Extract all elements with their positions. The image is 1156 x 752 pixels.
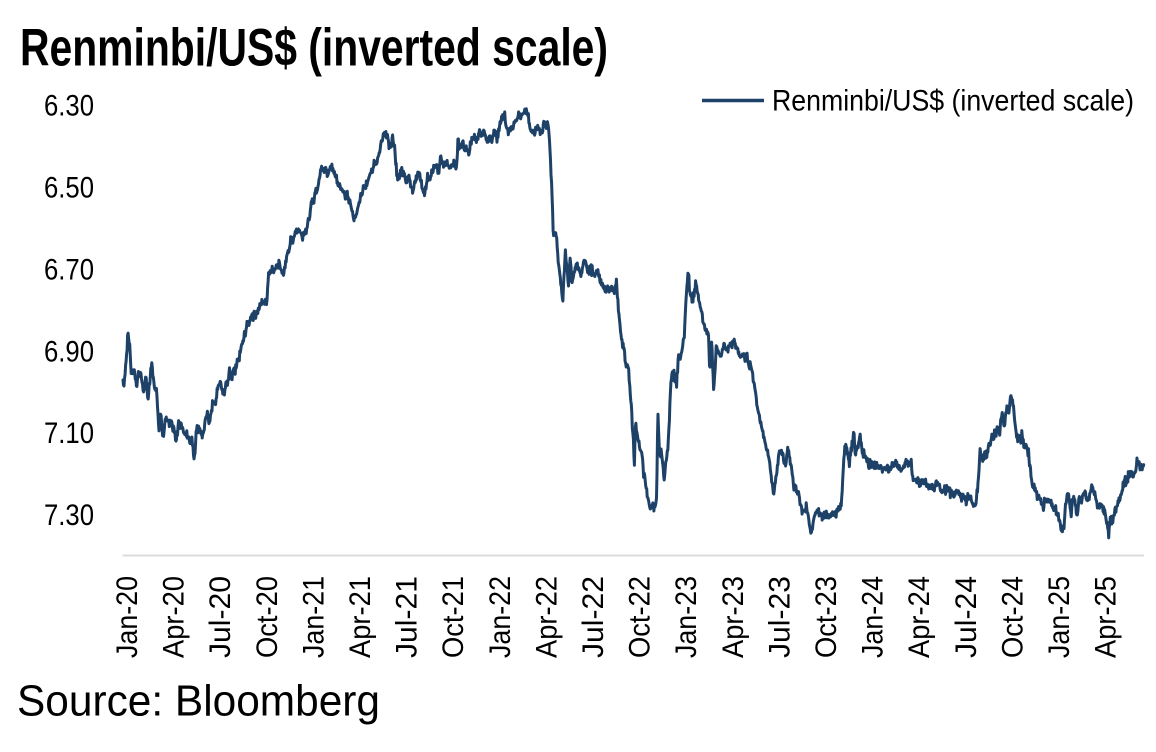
svg-text:Jul-23: Jul-23 <box>763 576 796 658</box>
svg-text:Oct-21: Oct-21 <box>437 576 470 658</box>
svg-text:Jul-20: Jul-20 <box>204 576 237 658</box>
svg-text:Jan-21: Jan-21 <box>297 576 330 658</box>
svg-text:Jan-25: Jan-25 <box>1043 576 1076 658</box>
svg-text:6.90: 6.90 <box>44 335 94 368</box>
svg-text:Jan-20: Jan-20 <box>111 576 144 658</box>
svg-text:Jul-24: Jul-24 <box>950 576 983 658</box>
svg-text:Apr-20: Apr-20 <box>158 576 191 658</box>
svg-text:Apr-24: Apr-24 <box>903 576 936 658</box>
svg-text:Oct-23: Oct-23 <box>810 576 843 658</box>
svg-text:Renminbi/US$ (inverted scale): Renminbi/US$ (inverted scale) <box>20 19 608 78</box>
svg-text:6.50: 6.50 <box>44 172 94 205</box>
svg-text:6.30: 6.30 <box>44 90 94 123</box>
svg-text:Jul-22: Jul-22 <box>577 576 610 658</box>
svg-text:Oct-24: Oct-24 <box>996 576 1029 658</box>
svg-text:Oct-22: Oct-22 <box>624 576 657 658</box>
svg-text:Apr-22: Apr-22 <box>530 576 563 658</box>
svg-text:6.70: 6.70 <box>44 254 94 287</box>
svg-text:7.30: 7.30 <box>44 499 94 532</box>
svg-text:Jan-23: Jan-23 <box>670 576 703 658</box>
svg-text:Jan-24: Jan-24 <box>857 576 890 658</box>
svg-text:Renminbi/US$ (inverted scale): Renminbi/US$ (inverted scale) <box>772 84 1134 117</box>
svg-text:Jan-22: Jan-22 <box>484 576 517 658</box>
svg-text:Apr-21: Apr-21 <box>344 576 377 658</box>
svg-text:Jul-21: Jul-21 <box>391 576 424 658</box>
svg-text:Apr-25: Apr-25 <box>1090 576 1123 658</box>
svg-text:Apr-23: Apr-23 <box>717 576 750 658</box>
svg-text:Source: Bloomberg: Source: Bloomberg <box>17 676 380 725</box>
svg-text:Oct-20: Oct-20 <box>251 576 284 658</box>
svg-text:7.10: 7.10 <box>44 417 94 450</box>
